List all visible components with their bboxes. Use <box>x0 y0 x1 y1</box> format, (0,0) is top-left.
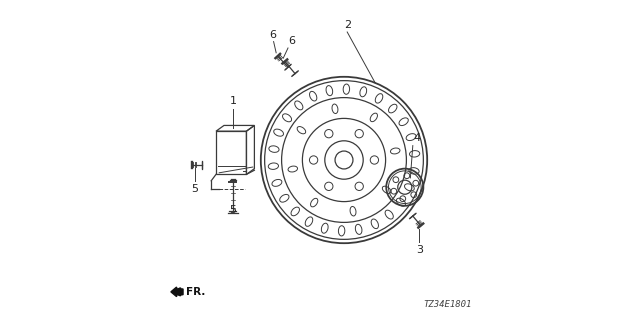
FancyArrow shape <box>171 287 183 297</box>
Text: 3: 3 <box>416 245 422 255</box>
Text: 5: 5 <box>230 205 236 215</box>
Text: 4: 4 <box>413 133 420 143</box>
Text: 1: 1 <box>230 96 236 106</box>
Text: 2: 2 <box>344 20 351 30</box>
Text: FR.: FR. <box>186 287 205 297</box>
Text: TZ34E1801: TZ34E1801 <box>424 300 472 309</box>
Text: 5: 5 <box>191 184 198 194</box>
Text: 6: 6 <box>269 30 276 40</box>
Text: 6: 6 <box>289 36 296 46</box>
